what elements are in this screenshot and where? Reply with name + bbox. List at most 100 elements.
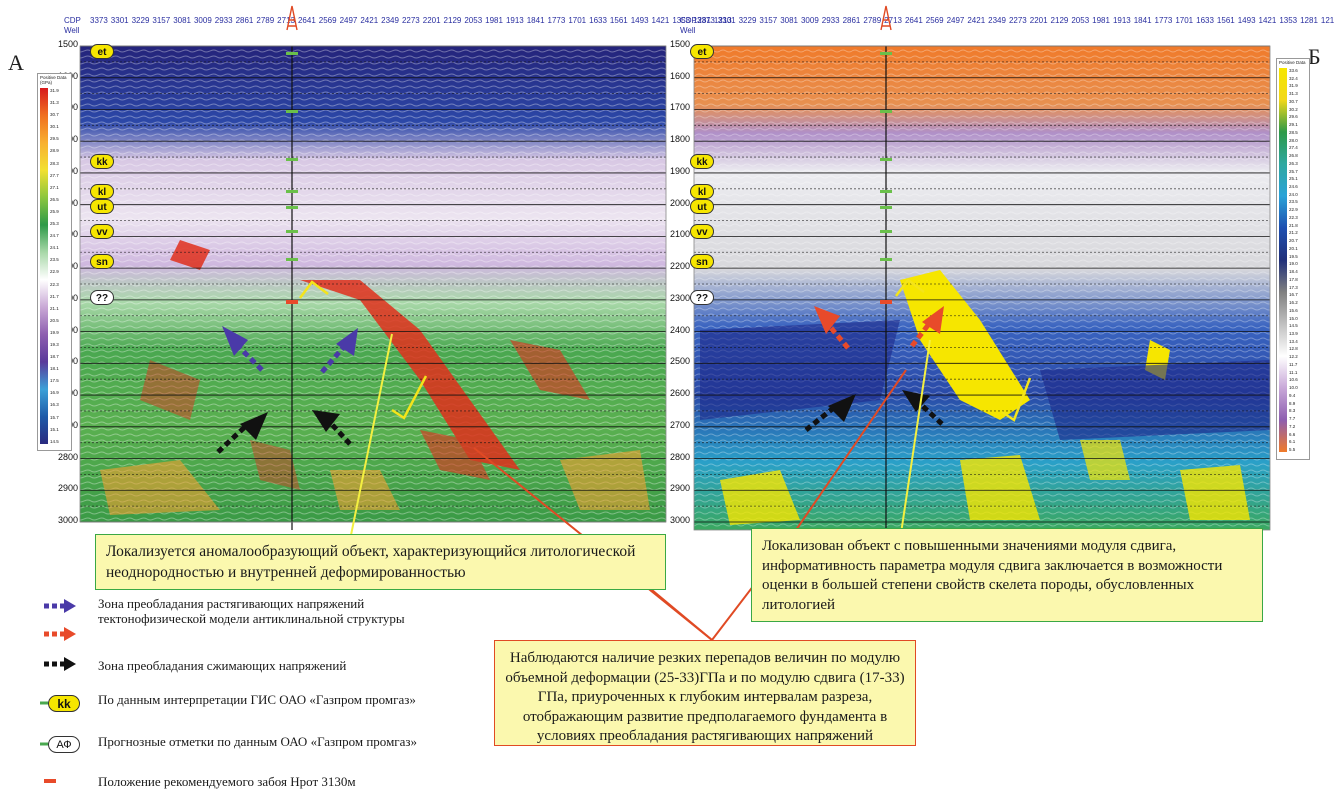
colorbar-label: 13.4 <box>1289 338 1298 344</box>
cdp-tick: 121 <box>1320 16 1334 25</box>
arrow-tension-left-2 <box>320 328 358 374</box>
cdp-tick: 1913 <box>1112 16 1131 25</box>
colorbar-label: 22.3 <box>50 281 59 287</box>
colorbar-label: 13.9 <box>1289 330 1298 336</box>
cdp-label-right: CDP <box>680 16 697 25</box>
cdp-tick: 2789 <box>863 16 882 25</box>
cdp-tick: 3373 <box>697 16 715 25</box>
cdp-tick: 2201 <box>1029 16 1048 25</box>
colorbar-label: 11.1 <box>1289 369 1298 375</box>
colorbar-label: 16.2 <box>1289 300 1298 306</box>
depth-tick: 2600 <box>669 388 690 399</box>
cdp-tick: 3081 <box>780 16 798 25</box>
colorbar-label: 28.9 <box>50 148 59 154</box>
depth-tick: 3000 <box>57 515 78 525</box>
colorbar-label: 16.7 <box>1289 292 1298 298</box>
legend-gis-tag: kk <box>48 695 80 712</box>
well-marker <box>880 258 892 261</box>
cdp-label-left: CDP <box>64 16 81 25</box>
well-marker <box>286 110 298 113</box>
cdp-tick: 3009 <box>193 16 212 25</box>
cdp-tick: 1841 <box>526 16 545 25</box>
colorbar-label: 26.8 <box>1289 153 1298 159</box>
colorbar-label: 18.7 <box>50 354 59 360</box>
cdp-tick: 2497 <box>946 16 965 25</box>
cdp-tick: 3009 <box>800 16 819 25</box>
colorbar-label: 19.5 <box>1289 253 1298 259</box>
colorbar-label: 29.6 <box>1289 114 1298 120</box>
cdp-tick: 2569 <box>925 16 944 25</box>
well-marker <box>286 230 298 233</box>
colorbar-label: 25.9 <box>50 208 59 214</box>
cdp-tick: 1773 <box>547 16 566 25</box>
legend-gis-text: По данным интерпретации ГИС ОАО «Газпром… <box>98 692 416 707</box>
cdp-tick: 2569 <box>318 16 337 25</box>
colorbar-label: 25.1 <box>1289 176 1298 182</box>
colorbar-right-title: Positive Data <box>1279 60 1306 65</box>
colorbar-label: 15.1 <box>50 426 59 432</box>
horizon-tag-vv: vv <box>690 224 714 239</box>
colorbar-label: 31.9 <box>50 88 59 93</box>
colorbar-label: 31.3 <box>1289 91 1298 97</box>
colorbar-left-title: Positive Data (GPa) <box>40 75 67 85</box>
cdp-tick: 1281 <box>1300 16 1318 25</box>
horizon-tag-sn: sn <box>690 254 714 269</box>
colorbar-label: 18.4 <box>1289 269 1298 275</box>
colorbar-left: Positive Data (GPa) 31.9 31.3 30.7 30.1 29.5… <box>37 73 72 451</box>
colorbar-label: 21.8 <box>1289 222 1298 228</box>
colorbar-label: 10.0 <box>1289 385 1298 391</box>
depth-tick: 2900 <box>669 483 690 494</box>
cdp-tick: 1981 <box>1092 16 1110 25</box>
colorbar-label: 25.3 <box>50 221 59 227</box>
cdp-tick: 2497 <box>339 16 358 25</box>
colorbar-label: 11.7 <box>1289 361 1298 367</box>
depth-tick: 2700 <box>669 419 690 430</box>
well-marker <box>880 230 892 233</box>
panel-label-left: А <box>8 50 24 75</box>
cdp-ticks-right: 3373 3301 3229 3157 3081 3009 2933 2861 2789 2713… <box>697 16 1334 25</box>
well-marker <box>286 52 298 55</box>
well-marker <box>286 206 298 209</box>
colorbar-label: 17.8 <box>1289 276 1298 282</box>
cdp-tick: 1353 <box>1279 16 1298 25</box>
depth-tick: 2200 <box>669 261 690 272</box>
colorbar-label: 7.7 <box>1289 416 1296 422</box>
cdp-tick: 2273 <box>1008 16 1027 25</box>
legend-forecast-tag: АФ <box>48 736 80 753</box>
colorbar-label: 27.4 <box>1289 145 1298 151</box>
well-marker <box>880 158 892 161</box>
derrick-icon-right <box>880 5 892 31</box>
colorbar-label: 19.9 <box>50 329 59 335</box>
cdp-tick: 1701 <box>1175 16 1194 25</box>
cdp-tick: 1421 <box>651 16 670 25</box>
cdp-tick: 2933 <box>821 16 840 25</box>
depth-tick: 2900 <box>57 483 78 494</box>
legend: Зона преобладания растягивающих напряжен… <box>40 596 480 806</box>
horizon-tag-kl: kl <box>690 184 714 199</box>
legend-tension: Зона преобладания растягивающих напряжен… <box>98 596 405 626</box>
depth-tick: 1600 <box>669 70 690 81</box>
derrick-icon-left <box>286 5 298 31</box>
horizon-tag-kl: kl <box>90 184 114 199</box>
arrow-compression-right-2 <box>902 390 944 426</box>
cdp-tick: 1561 <box>609 16 628 25</box>
colorbar-label: 6.6 <box>1289 431 1296 437</box>
colorbar-swatch <box>40 88 48 444</box>
cdp-tick: 2861 <box>842 16 861 25</box>
colorbar-label: 21.7 <box>50 293 59 299</box>
colorbar-label: 30.1 <box>50 124 59 130</box>
cdp-tick: 2349 <box>381 16 399 25</box>
colorbar-label: 24.0 <box>1289 191 1298 197</box>
colorbar-label: 14.5 <box>1289 323 1298 329</box>
colorbar-right: Positive Data 33.6 32.4 31.9 31.3 30.7 30.2 29… <box>1276 58 1310 460</box>
depth-tick: 1900 <box>669 165 690 176</box>
colorbar-label: 14.5 <box>50 438 59 444</box>
colorbar-label: 33.6 <box>1289 68 1298 73</box>
cdp-tick: 1213 <box>713 16 732 25</box>
colorbar-label: 31.9 <box>1289 83 1298 89</box>
depth-tick: 2000 <box>669 197 690 208</box>
horizon-tag-ut: ut <box>690 199 714 214</box>
depth-tick: 2100 <box>669 229 690 240</box>
colorbar-label: 17.3 <box>1289 284 1298 290</box>
